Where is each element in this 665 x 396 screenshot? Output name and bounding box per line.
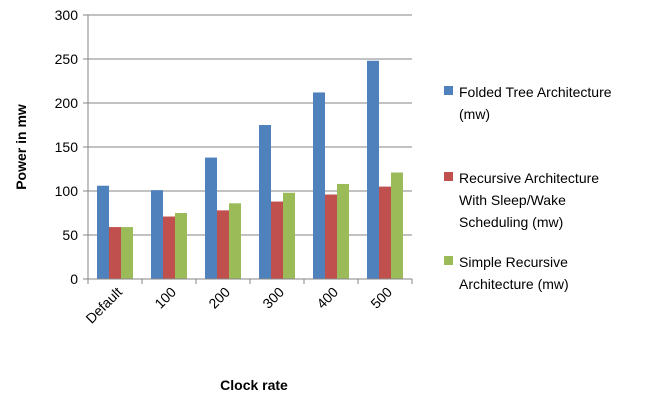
x-tick-label: 100 — [151, 284, 179, 312]
y-tick-label: 200 — [55, 95, 79, 111]
legend: Folded Tree Architecture (mw) Recursive Ar… — [444, 84, 612, 292]
y-tick-label: 50 — [62, 227, 78, 243]
bar-2-400 — [325, 194, 337, 279]
y-tick-labels: 0 50 100 150 200 250 300 — [55, 7, 79, 287]
bar-3-300 — [283, 192, 295, 279]
y-axis-title: Power in mw — [13, 104, 29, 190]
bar-1-200 — [205, 157, 217, 279]
legend-label-2: Scheduling (mw) — [459, 214, 563, 230]
bar-1-300 — [259, 125, 271, 279]
legend-label-3: Simple Recursive — [459, 254, 568, 270]
bar-1-100 — [151, 190, 163, 279]
y-tick-label: 250 — [55, 51, 79, 67]
x-tick-label: 200 — [205, 284, 233, 312]
bar-2-200 — [217, 210, 229, 279]
bar-2-300 — [271, 201, 283, 279]
bar-2-default — [109, 227, 121, 279]
bar-1-400 — [313, 92, 325, 279]
gridlines — [83, 14, 412, 280]
x-tick-label: 500 — [367, 284, 395, 312]
bar-3-200 — [229, 203, 241, 279]
bar-2-100 — [163, 216, 175, 279]
bar-2-500 — [379, 186, 391, 279]
bar-3-500 — [391, 172, 403, 279]
legend-label-2: Recursive Architecture — [459, 170, 599, 186]
legend-swatch-1 — [444, 86, 453, 95]
legend-label-2: With Sleep/Wake — [459, 192, 566, 208]
axes — [83, 15, 413, 284]
legend-label-3: Architecture (mw) — [459, 276, 569, 292]
legend-swatch-3 — [444, 256, 453, 265]
legend-label-1: Folded Tree Architecture — [459, 84, 612, 100]
bar-1-500 — [367, 60, 379, 280]
bars — [97, 60, 403, 280]
x-tick-label: 300 — [259, 284, 287, 312]
y-tick-label: 300 — [55, 7, 79, 23]
y-tick-label: 150 — [55, 139, 79, 155]
y-tick-label: 0 — [70, 271, 78, 287]
legend-label-1: (mw) — [459, 106, 490, 122]
legend-swatch-2 — [444, 172, 453, 181]
bar-3-default — [121, 227, 133, 279]
x-tick-labels: Default 100 200 300 400 500 — [82, 284, 395, 327]
x-tick-label: 400 — [313, 284, 341, 312]
x-axis-title: Clock rate — [220, 377, 288, 393]
bar-3-100 — [175, 213, 187, 279]
bar-1-default — [97, 185, 109, 279]
bar-3-400 — [337, 183, 349, 279]
y-tick-label: 100 — [55, 183, 79, 199]
x-tick-label: Default — [82, 284, 125, 327]
